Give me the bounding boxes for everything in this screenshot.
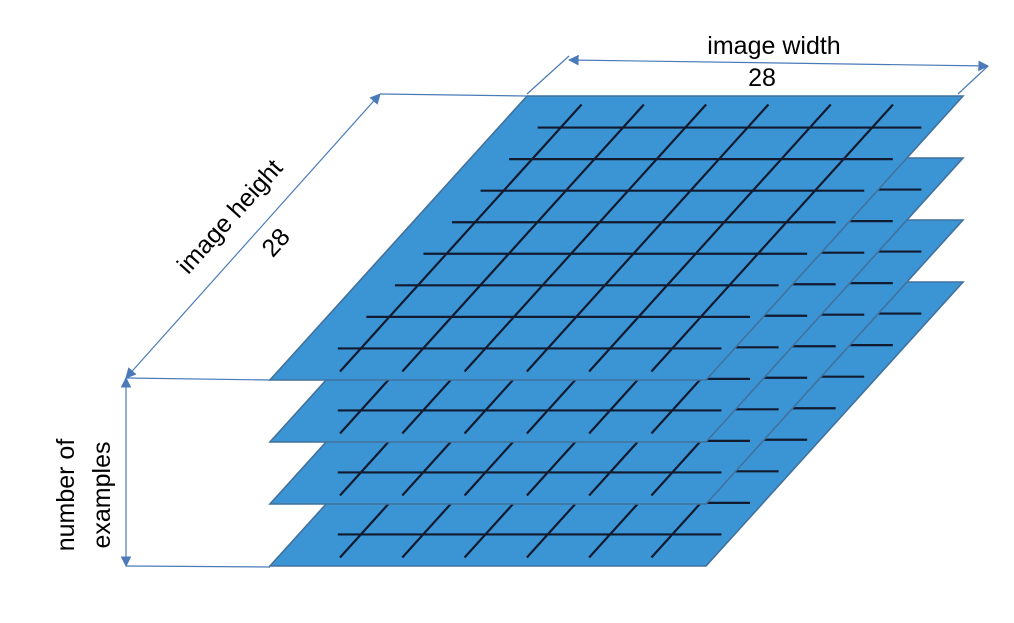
- number-of-examples-label-line2: examples: [88, 442, 116, 549]
- examples-extension-line-bottom: [125, 565, 271, 568]
- grid-column-line: [463, 103, 707, 373]
- number-of-examples-label-line1: number of: [52, 439, 80, 552]
- image-width-dimension: image width 28: [526, 32, 990, 95]
- image-height-value: 28: [256, 223, 295, 262]
- number-of-examples-dimension: number of examples: [52, 376, 271, 568]
- height-extension-line-bottom: [125, 377, 271, 381]
- image-layer-surface: [268, 95, 965, 381]
- image-layer-4: [268, 95, 965, 381]
- width-extension-line-left: [526, 55, 570, 95]
- grid-column-line: [650, 103, 894, 373]
- grid-column-line: [401, 103, 645, 373]
- width-extension-line-right: [957, 65, 989, 95]
- image-layer-stack: [268, 95, 965, 567]
- height-arrow: [125, 93, 381, 379]
- height-extension-line-top: [379, 93, 528, 97]
- image-width-label: image width: [707, 32, 840, 60]
- grid-column-line: [588, 103, 832, 373]
- width-arrow: [567, 54, 990, 72]
- grid-column-line: [526, 103, 770, 373]
- image-width-value: 28: [748, 64, 776, 92]
